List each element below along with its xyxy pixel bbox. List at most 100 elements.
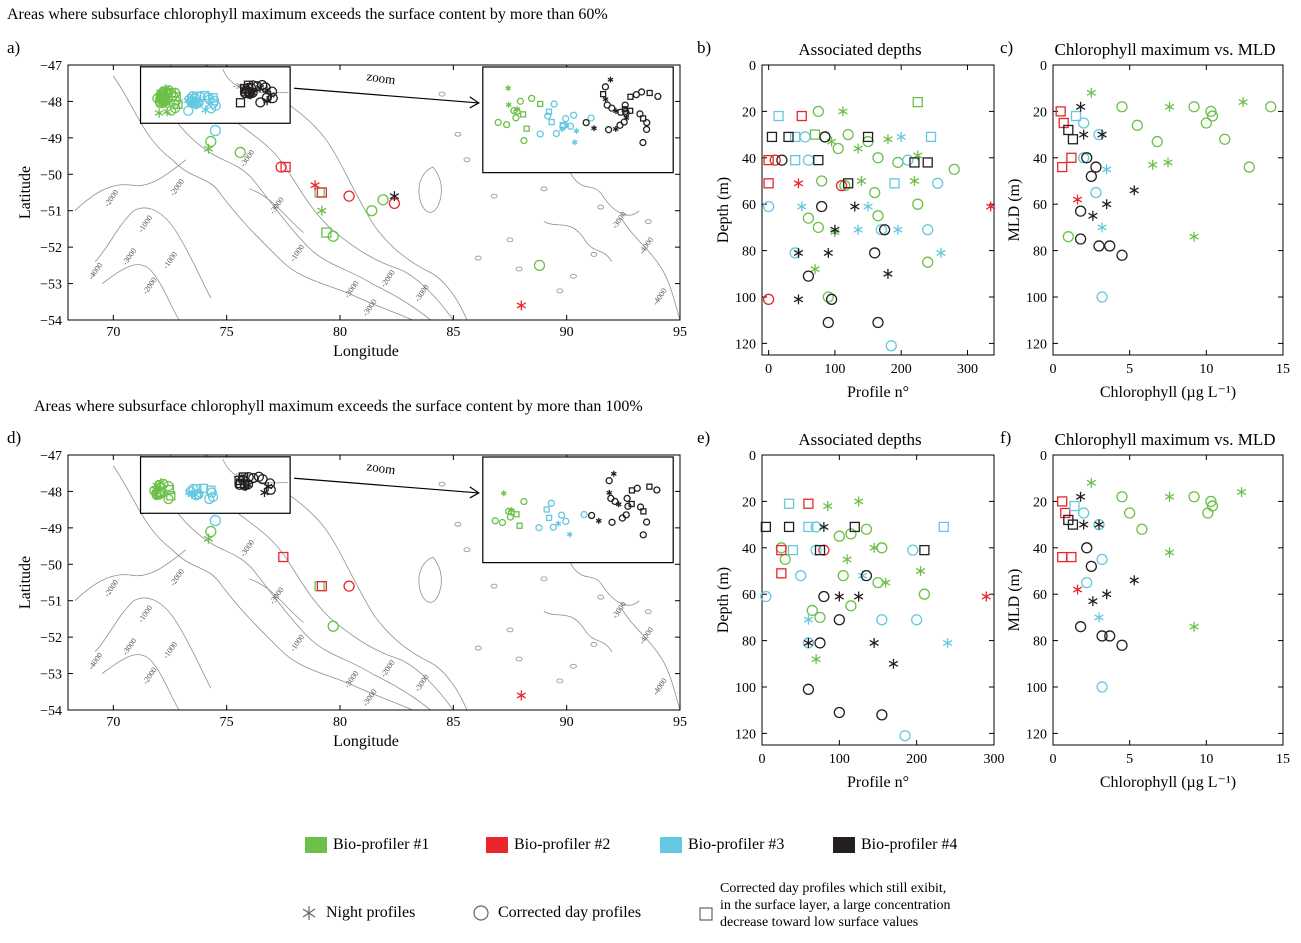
zoom-data-point — [512, 114, 520, 122]
legend-swatch-bio3 — [660, 837, 682, 853]
x-axis-label: Profile n° — [847, 774, 909, 791]
contour-label: -3000 — [361, 297, 379, 317]
data-point — [1096, 681, 1108, 693]
data-point — [799, 131, 811, 143]
data-point — [763, 154, 774, 166]
y-tick-label: −50 — [40, 558, 62, 573]
contour-label: -2000 — [379, 658, 397, 678]
y-tick-label: −50 — [40, 168, 62, 183]
data-point — [1074, 205, 1087, 217]
data-point — [981, 591, 991, 602]
data-point — [1078, 152, 1090, 164]
contour-label: -1000 — [161, 640, 179, 660]
data-point — [818, 590, 830, 603]
data-point — [876, 709, 888, 721]
y-tick-label: 40 — [742, 152, 756, 167]
x-tick-label: 70 — [106, 715, 120, 730]
heading-100-percent: Areas where subsurface chlorophyll maxim… — [34, 398, 643, 415]
arrow-head — [469, 96, 480, 109]
x-tick-label: 100 — [829, 752, 850, 767]
data-point — [1066, 152, 1077, 163]
inset-data-point — [237, 474, 248, 485]
data-point — [1189, 621, 1199, 632]
data-point — [1238, 97, 1248, 108]
y-tick-label: −51 — [40, 205, 62, 220]
map-data-point — [317, 205, 327, 216]
data-point — [913, 150, 923, 161]
data-point — [1131, 119, 1143, 131]
zoom-data-point — [545, 108, 553, 115]
y-tick-label: 80 — [742, 245, 756, 260]
data-point — [845, 600, 857, 612]
title-f: Chlorophyll maximum vs. MLD — [1054, 430, 1276, 449]
zoom-data-point — [605, 477, 613, 485]
zoom-data-point — [623, 494, 631, 503]
contour-label: -2000 — [168, 567, 186, 587]
zoom-label: zoom — [366, 458, 397, 477]
map-data-point — [278, 551, 289, 563]
data-point — [795, 569, 807, 582]
data-point — [1075, 491, 1086, 502]
data-point — [1096, 553, 1108, 566]
zoom-data-point — [563, 122, 570, 129]
panel-label-d: d) — [7, 428, 22, 447]
zoom-data-point — [520, 497, 528, 506]
data-point — [803, 637, 814, 648]
data-point — [1086, 87, 1097, 98]
x-tick-label: 10 — [1199, 752, 1213, 767]
data-point — [1129, 575, 1139, 586]
data-point — [814, 544, 826, 556]
y-tick-label: −54 — [40, 704, 62, 719]
data-point — [833, 614, 845, 626]
legend-swatch-bio2 — [486, 837, 508, 853]
data-point — [899, 730, 911, 742]
data-point — [922, 157, 933, 168]
contour-label: -2000 — [102, 188, 120, 208]
data-point — [1097, 129, 1107, 140]
y-tick-label: −54 — [40, 314, 62, 329]
data-point — [1104, 630, 1116, 642]
data-point — [814, 637, 826, 649]
title-c: Chlorophyll maximum vs. MLD — [1054, 40, 1276, 59]
zoom-data-point — [646, 483, 653, 490]
zoom-data-point — [606, 489, 613, 496]
map-data-point — [321, 227, 332, 238]
data-point — [1164, 547, 1175, 558]
x-tick-label: 0 — [759, 752, 766, 767]
asterisk-icon — [302, 906, 316, 920]
zoom-data-point — [622, 511, 630, 519]
x-axis-label: Profile n° — [847, 384, 909, 401]
data-point — [812, 105, 824, 118]
y-tick-label: 20 — [742, 495, 756, 510]
zoom-data-point — [582, 118, 590, 127]
data-point — [822, 316, 834, 329]
zoom-data-point — [543, 506, 550, 513]
data-point — [888, 658, 899, 669]
zoom-data-point — [547, 499, 555, 507]
zoom-data-point — [520, 136, 528, 145]
data-point — [816, 200, 828, 213]
data-point — [810, 521, 822, 533]
legend-bio4: Bio-profiler #4 — [833, 836, 957, 854]
data-point — [932, 177, 944, 189]
inset-data-point — [255, 83, 265, 93]
data-point — [832, 142, 844, 155]
panel-label-e: e) — [697, 428, 711, 447]
zoom-data-point — [627, 93, 634, 100]
data-point — [925, 131, 937, 143]
contour-label: -2000 — [102, 578, 120, 598]
contour-label: -3000 — [120, 636, 138, 656]
zoom-data-point — [610, 470, 617, 477]
legend-label-bio2: Bio-profiler #2 — [514, 836, 611, 853]
data-point — [789, 131, 801, 143]
contour-label: -1000 — [161, 250, 179, 270]
data-point — [830, 224, 840, 235]
zoom-data-point — [544, 112, 552, 120]
data-point — [1124, 507, 1136, 519]
map-data-point — [205, 135, 217, 148]
data-point — [875, 224, 887, 236]
y-tick-label: −48 — [40, 485, 62, 500]
zoom-data-point — [573, 127, 580, 134]
zoom-data-point — [607, 494, 615, 503]
plot-frame — [1052, 64, 1284, 356]
